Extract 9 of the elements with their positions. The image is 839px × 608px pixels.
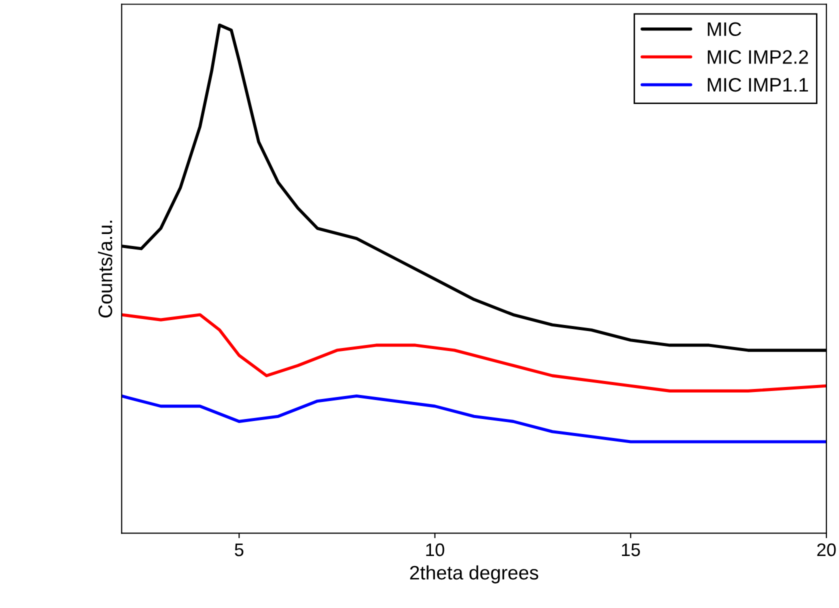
legend-label: MIC: [708, 22, 742, 36]
x-axis-title: 2theta degrees: [410, 565, 538, 584]
x-tick-label: 15: [622, 544, 640, 556]
x-tick-label: 20: [817, 543, 836, 556]
y-axis-title: Counts/a.u.: [98, 220, 112, 318]
legend-label: MIC IMP1.1: [708, 78, 808, 92]
legend-label: MIC IMP2.2: [708, 50, 808, 64]
x-tick-label: 5: [234, 544, 244, 556]
x-tick-label: 10: [426, 543, 444, 556]
